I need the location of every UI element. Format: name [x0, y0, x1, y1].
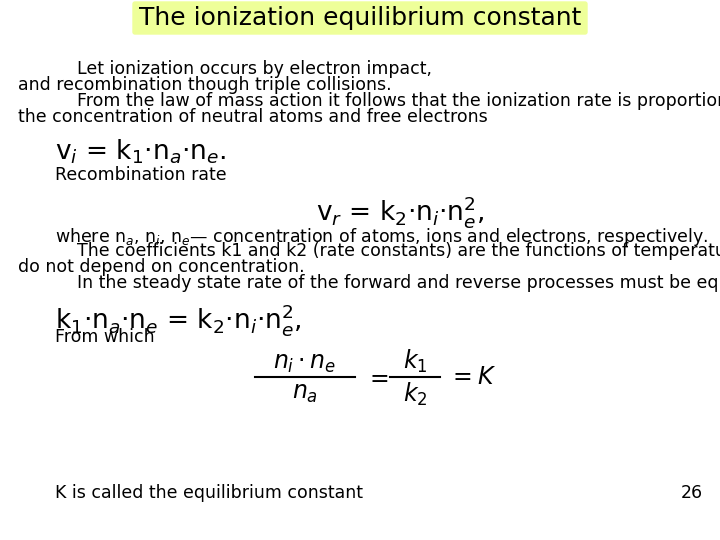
FancyBboxPatch shape	[133, 2, 587, 34]
Text: $n_a$: $n_a$	[292, 381, 318, 405]
Text: The coefficients k1 and k2 (rate constants) are the functions of temperature, bu: The coefficients k1 and k2 (rate constan…	[55, 242, 720, 260]
Text: From the law of mass action it follows that the ionization rate is proportional : From the law of mass action it follows t…	[55, 92, 720, 110]
Text: In the steady state rate of the forward and reverse processes must be equal,: In the steady state rate of the forward …	[55, 274, 720, 292]
Text: $n_i \cdot n_e$: $n_i \cdot n_e$	[274, 351, 337, 375]
Text: $= K$: $= K$	[448, 365, 496, 389]
Text: 26: 26	[681, 484, 703, 502]
Text: K is called the equilibrium constant: K is called the equilibrium constant	[55, 484, 363, 502]
Text: the concentration of neutral atoms and free electrons: the concentration of neutral atoms and f…	[18, 108, 487, 126]
Text: $k_1$: $k_1$	[402, 348, 427, 375]
Text: do not depend on concentration.: do not depend on concentration.	[18, 258, 305, 276]
Text: The ionization equilibrium constant: The ionization equilibrium constant	[139, 6, 581, 30]
Text: Let ionization occurs by electron impact,: Let ionization occurs by electron impact…	[55, 60, 432, 78]
Text: $=$: $=$	[365, 365, 389, 389]
Text: where n$_a$, n$_i$, n$_e$— concentration of atoms, ions and electrons, respectiv: where n$_a$, n$_i$, n$_e$— concentration…	[55, 226, 708, 248]
Text: and recombination though triple collisions.: and recombination though triple collisio…	[18, 76, 392, 94]
Text: $k_2$: $k_2$	[402, 381, 427, 408]
Text: k$_1$·n$_a$·n$_e$ = k$_2$·n$_i$·n$^2_e$,: k$_1$·n$_a$·n$_e$ = k$_2$·n$_i$·n$^2_e$,	[55, 302, 302, 338]
Text: v$_r$ = k$_2$·n$_i$·n$^2_e$,: v$_r$ = k$_2$·n$_i$·n$^2_e$,	[316, 194, 484, 230]
Text: v$_i$ = k$_1$·n$_a$·n$_e$.: v$_i$ = k$_1$·n$_a$·n$_e$.	[55, 138, 226, 166]
Text: Recombination rate: Recombination rate	[55, 166, 227, 184]
Text: From which: From which	[55, 328, 155, 346]
